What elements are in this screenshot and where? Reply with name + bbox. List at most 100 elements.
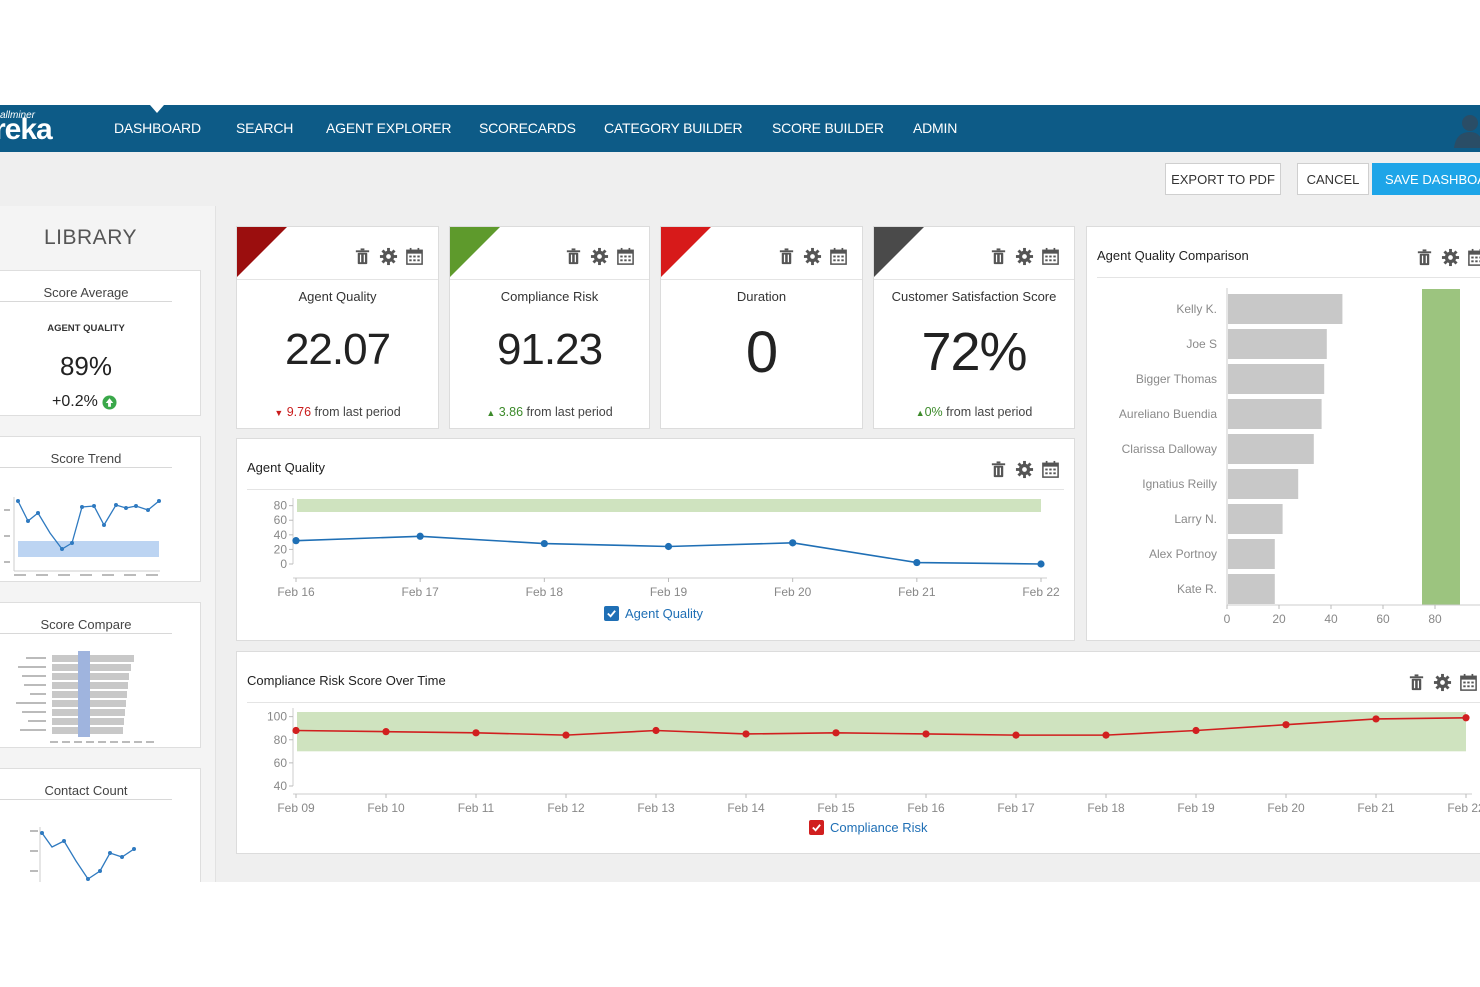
bar-label: Clarissa Dalloway: [1122, 442, 1217, 456]
down-arrow-icon: ▼: [274, 408, 284, 418]
compliance-risk-chart-card[interactable]: Compliance Risk Score Over Time 40 60 80 10…: [236, 651, 1480, 854]
legend-label: Compliance Risk: [830, 820, 928, 835]
gear-icon[interactable]: [379, 247, 398, 266]
legend-compliance-risk[interactable]: Compliance Risk: [809, 820, 928, 835]
kpi-delta: ▼ 9.76 from last period: [237, 405, 438, 419]
gear-icon[interactable]: [1441, 248, 1460, 267]
kpi-card-customer-satisfaction[interactable]: Customer Satisfaction Score 72% ▲0% from…: [873, 226, 1075, 429]
calendar-icon[interactable]: [1459, 673, 1478, 692]
bar-label: Alex Portnoy: [1149, 547, 1217, 561]
trash-icon[interactable]: [353, 247, 372, 266]
data-point: [664, 542, 673, 551]
nav-dashboard[interactable]: DASHBOARD: [114, 120, 201, 136]
y-tick-label: 60: [274, 756, 288, 770]
x-tick-label: Feb 19: [650, 585, 688, 599]
nav-category-builder[interactable]: CATEGORY BUILDER: [604, 120, 743, 136]
agent-quality-comparison-card[interactable]: Agent Quality Comparison Kelly K. Joe S Bi…: [1086, 226, 1480, 641]
trash-icon[interactable]: [989, 247, 1008, 266]
card-toolbar: [564, 247, 635, 266]
score-trend-thumbnail: [4, 497, 161, 576]
bar-label: Kate R.: [1177, 582, 1217, 596]
x-tick-label: Feb 09: [277, 801, 315, 815]
kpi-delta-value: 0%: [924, 405, 943, 419]
kpi-color-flag: [874, 227, 924, 277]
y-tick-label: 40: [274, 779, 288, 793]
kpi-card-compliance-risk[interactable]: Compliance Risk 91.23 ▲ 3.86 from last p…: [449, 226, 650, 429]
trash-icon[interactable]: [989, 460, 1008, 479]
gear-icon[interactable]: [1015, 247, 1034, 266]
x-tick-label: Feb 20: [774, 585, 812, 599]
calendar-icon[interactable]: [1041, 460, 1060, 479]
data-point: [562, 731, 570, 739]
gear-icon[interactable]: [590, 247, 609, 266]
calendar-icon[interactable]: [405, 247, 424, 266]
bar: [1228, 364, 1325, 394]
bar-label: Aureliano Buendia: [1119, 407, 1217, 421]
kpi-delta: ▲0% from last period: [874, 405, 1074, 419]
card-toolbar: [989, 247, 1060, 266]
bar-label: Joe S: [1186, 337, 1217, 351]
gear-icon[interactable]: [1015, 460, 1034, 479]
kpi-delta-suffix: from last period: [311, 405, 401, 419]
library-card-score-trend[interactable]: Score Trend: [0, 436, 201, 582]
score-average-value: 89%: [59, 351, 113, 381]
x-tick-label: Feb 20: [1267, 801, 1305, 815]
library-card-title: Score Average: [43, 285, 129, 300]
nav-admin[interactable]: ADMIN: [913, 120, 958, 136]
calendar-icon[interactable]: [829, 247, 848, 266]
nav-scorecards[interactable]: SCORECARDS: [479, 120, 576, 136]
brand-prefix: allminer: [0, 110, 36, 121]
kpi-color-flag: [237, 227, 287, 277]
agent-quality-chart-card[interactable]: Agent Quality 0 20 40 60 80 Feb 16 Feb 17 Feb 1…: [236, 438, 1075, 641]
kpi-value: 22.07: [284, 325, 391, 374]
x-tick-label: Feb 22: [1447, 801, 1480, 815]
data-point: [1012, 731, 1020, 739]
gear-icon[interactable]: [1433, 673, 1452, 692]
bar: [1228, 294, 1343, 324]
top-nav-bar: [0, 105, 1480, 152]
panel-title: Agent Quality Comparison: [1097, 248, 1249, 263]
user-icon[interactable]: [1452, 108, 1480, 148]
nav-search[interactable]: SEARCH: [236, 120, 294, 136]
data-point: [1192, 726, 1200, 735]
cancel-button[interactable]: CANCEL: [1297, 163, 1369, 195]
bar-label: Bigger Thomas: [1136, 372, 1217, 386]
card-toolbar: [777, 247, 848, 266]
divider: [450, 279, 649, 280]
check-icon[interactable]: [809, 820, 824, 835]
calendar-icon[interactable]: [1467, 248, 1480, 267]
trash-icon[interactable]: [777, 247, 796, 266]
divider: [0, 301, 172, 302]
gear-icon[interactable]: [803, 247, 822, 266]
check-icon[interactable]: [604, 606, 619, 621]
calendar-icon[interactable]: [616, 247, 635, 266]
kpi-card-agent-quality[interactable]: Agent Quality 22.07 ▼ 9.76 from last per…: [236, 226, 439, 429]
library-card-score-compare[interactable]: Score Compare: [0, 602, 201, 748]
x-tick-label: 20: [1272, 612, 1286, 626]
save-dashboard-button[interactable]: SAVE DASHBOARD: [1372, 163, 1480, 195]
data-point: [742, 730, 750, 738]
nav-agent-explorer[interactable]: AGENT EXPLORER: [326, 120, 452, 136]
calendar-icon[interactable]: [1041, 247, 1060, 266]
bar-label: Kelly K.: [1176, 302, 1217, 316]
trash-icon[interactable]: [1407, 673, 1426, 692]
kpi-card-duration[interactable]: Duration 0: [660, 226, 863, 429]
library-card-contact-count[interactable]: Contact Count: [0, 768, 201, 898]
divider: [1097, 277, 1480, 278]
trash-icon[interactable]: [564, 247, 583, 266]
score-compare-thumbnail: [16, 651, 154, 743]
legend-agent-quality[interactable]: Agent Quality: [604, 606, 703, 621]
legend-label: Agent Quality: [625, 606, 704, 621]
nav-score-builder[interactable]: SCORE BUILDER: [772, 120, 884, 136]
export-pdf-button[interactable]: EXPORT TO PDF: [1165, 163, 1281, 195]
card-toolbar: [353, 247, 424, 266]
panel-title: Agent Quality: [247, 460, 326, 475]
y-tick-label: 80: [274, 499, 288, 513]
trash-icon[interactable]: [1415, 248, 1434, 267]
kpi-title: Duration: [736, 289, 787, 304]
data-point: [1372, 715, 1380, 723]
library-card-score-average[interactable]: Score Average AGENT QUALITY 89% +0.2%: [0, 270, 201, 416]
divider: [0, 799, 172, 800]
kpi-title: Compliance Risk: [500, 289, 599, 304]
